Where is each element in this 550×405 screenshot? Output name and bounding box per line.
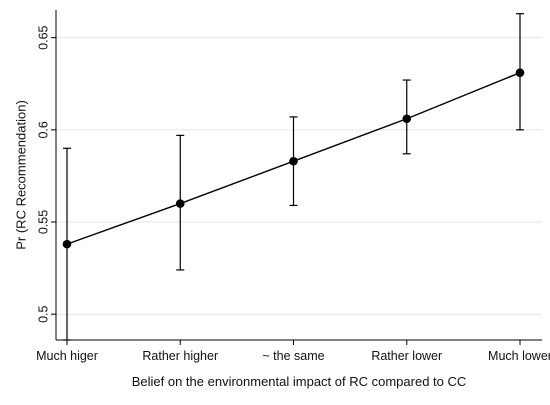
y-tick-label: 0.55 bbox=[36, 210, 50, 234]
data-point bbox=[175, 199, 185, 208]
y-tick-label: 0.6 bbox=[36, 121, 50, 138]
data-points bbox=[62, 68, 525, 249]
data-point bbox=[62, 239, 72, 249]
x-axis-ticks: Much higer Rather higher ~ the same Rather … bbox=[36, 340, 550, 363]
y-tick-label: 0.5 bbox=[36, 305, 50, 322]
data-point bbox=[515, 68, 525, 77]
data-point bbox=[402, 114, 412, 124]
x-tick-label: ~ the same bbox=[262, 349, 324, 363]
x-axis-title: Belief on the environmental impact of RC… bbox=[132, 374, 467, 389]
y-axis-ticks: 0.5 0.55 0.6 0.65 bbox=[36, 25, 56, 323]
y-tick-label: 0.65 bbox=[36, 25, 50, 49]
x-tick-label: Much lower bbox=[488, 349, 550, 363]
y-axis-title: Pr (RC Recommendation) bbox=[13, 100, 28, 250]
x-tick-label: Much higer bbox=[36, 349, 98, 363]
error-bars bbox=[63, 13, 524, 341]
x-tick-label: Rather higher bbox=[142, 349, 218, 363]
grid-lines bbox=[56, 37, 542, 315]
x-tick-label: Rather lower bbox=[371, 349, 442, 363]
data-point bbox=[289, 156, 298, 166]
